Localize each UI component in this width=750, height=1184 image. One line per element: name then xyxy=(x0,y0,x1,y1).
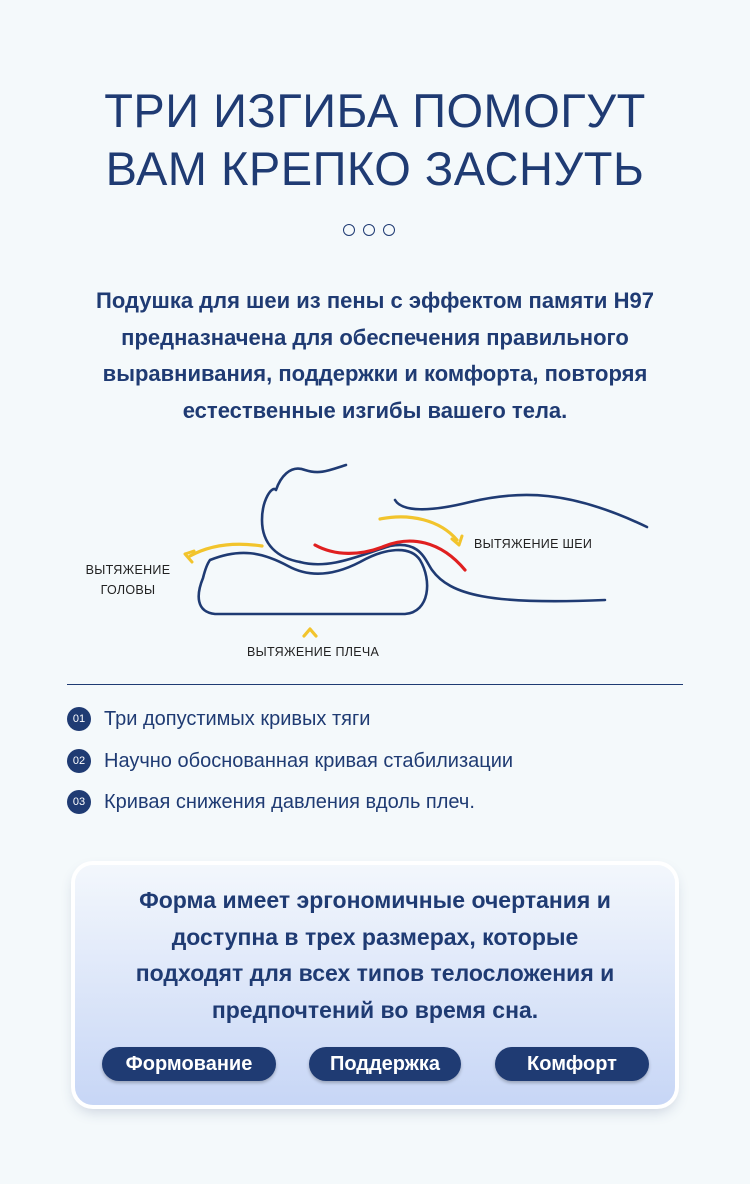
feature-text: Кривая снижения давления вдоль плеч. xyxy=(104,790,475,813)
dot-icon xyxy=(343,224,355,236)
feature-text: Научно обоснованная кривая стабилизации xyxy=(104,749,514,772)
info-card: Форма имеет эргономичные очертания и дос… xyxy=(75,865,675,1105)
feature-item: 02 Научно обоснованная кривая стабилизац… xyxy=(67,749,513,773)
feature-number-badge: 03 xyxy=(67,790,91,814)
title-line-2: ВАМ КРЕПКО ЗАСНУТЬ xyxy=(105,142,645,195)
head-outline xyxy=(260,463,348,564)
feature-number-badge: 01 xyxy=(67,707,91,731)
feature-item: 01 Три допустимых кривых тяги xyxy=(67,707,370,731)
card-text: Форма имеет эргономичные очертания и дос… xyxy=(75,882,675,1028)
comfort-button[interactable]: Комфорт xyxy=(495,1047,649,1081)
description-line-3: выравнивания, поддержки и комфорта, повт… xyxy=(102,361,648,386)
card-line-3: подходят для всех типов телосложения и xyxy=(135,960,615,986)
shoulder-arrowhead-icon xyxy=(302,627,318,638)
card-line-2: доступна в трех размерах, которые xyxy=(171,923,579,950)
description-line-1: Подушка для шеи из пены с эффектом памят… xyxy=(96,288,654,313)
page-title: ТРИ ИЗГИБА ПОМОГУТ ВАМ КРЕПКО ЗАСНУТЬ xyxy=(0,82,750,198)
dot-icon xyxy=(383,224,395,236)
neck-arrowhead-icon xyxy=(450,534,464,547)
section-divider xyxy=(67,684,683,685)
description-line-4: естественные изгибы вашего тела. xyxy=(182,397,568,423)
dot-icon xyxy=(363,224,375,236)
head-arrowhead-icon xyxy=(183,549,196,564)
pillow-outline xyxy=(197,548,429,616)
title-line-1: ТРИ ИЗГИБА ПОМОГУТ xyxy=(104,84,646,137)
feature-number-badge: 02 xyxy=(67,749,91,773)
description-line-2: предназначена для обеспечения правильног… xyxy=(121,324,629,350)
product-description: Подушка для шеи из пены с эффектом памят… xyxy=(60,283,690,429)
feature-text: Три допустимых кривых тяги xyxy=(104,707,371,730)
head-label-line-1: ВЫТЯЖЕНИЕ xyxy=(85,563,171,577)
head-stretch-label: ВЫТЯЖЕНИЕ ГОЛОВЫ xyxy=(80,560,176,600)
neck-curve-line xyxy=(313,539,467,572)
shaping-button[interactable]: Формование xyxy=(102,1047,276,1081)
decorative-dots xyxy=(343,224,395,236)
card-line-1: Форма имеет эргономичные очертания и xyxy=(139,887,611,913)
shoulder-stretch-label: ВЫТЯЖЕНИЕ ПЛЕЧА xyxy=(247,645,380,659)
pillow-curve-diagram xyxy=(183,463,649,638)
neck-arrow xyxy=(378,515,459,542)
card-line-4: предпочтений во время сна. xyxy=(211,996,539,1023)
neck-stretch-label: ВЫТЯЖЕНИЕ ШЕИ xyxy=(474,537,593,551)
head-arrow xyxy=(188,542,264,558)
head-label-line-2: ГОЛОВЫ xyxy=(100,583,156,597)
feature-item: 03 Кривая снижения давления вдоль плеч. xyxy=(67,790,475,814)
support-button[interactable]: Поддержка xyxy=(309,1047,461,1081)
body-upper-outline xyxy=(393,493,649,529)
body-lower-outline xyxy=(298,543,607,603)
